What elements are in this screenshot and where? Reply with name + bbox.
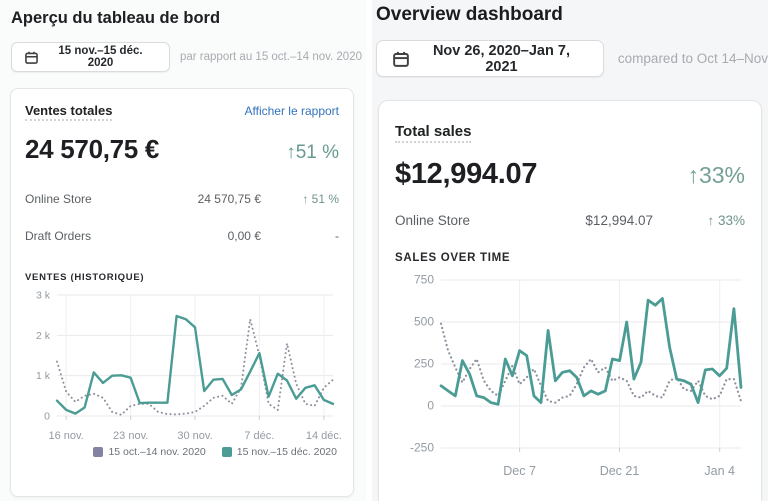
svg-text:-250: -250 (410, 441, 434, 455)
legend-swatch-current (221, 447, 232, 457)
svg-text:3 k: 3 k (36, 290, 51, 302)
svg-text:14 déc.: 14 déc. (306, 430, 341, 442)
date-range-button-en[interactable]: Nov 26, 2020–Jan 7, 2021 (376, 40, 604, 77)
svg-text:250: 250 (414, 357, 434, 371)
channel-row-draft-orders: Draft Orders 0,00 € - (25, 218, 339, 255)
svg-text:1 k: 1 k (36, 370, 51, 382)
date-range-button-fr[interactable]: 15 nov.–15 déc. 2020 (11, 42, 170, 72)
channel-label: Online Store (395, 213, 471, 228)
svg-text:30 nov.: 30 nov. (177, 430, 212, 442)
date-filter-row-en: Nov 26, 2020–Jan 7, 2021 compared to Oct… (376, 40, 768, 77)
page-title-fr: Aperçu du tableau de bord (11, 9, 221, 27)
legend-label-current: 15 nov.–15 déc. 2020 (236, 446, 337, 458)
svg-text:23 nov.: 23 nov. (113, 430, 148, 442)
svg-text:Jan 4: Jan 4 (704, 464, 735, 478)
legend-swatch-previous (93, 447, 104, 457)
legend-label-previous: 15 oct.–14 nov. 2020 (108, 446, 206, 458)
svg-text:500: 500 (414, 315, 434, 329)
total-sales-change-fr: ↑51 % (286, 142, 339, 163)
sales-over-time-chart-en: -250 0 250 500 750 Dec 7 Dec 21 Jan 4 (410, 273, 743, 478)
date-range-label-en: Nov 26, 2020–Jan 7, 2021 (432, 42, 570, 75)
svg-text:Dec 21: Dec 21 (600, 464, 640, 478)
svg-text:2 k: 2 k (36, 330, 51, 342)
channel-value: $12,994.07 (585, 213, 653, 228)
total-sales-change-en: ↑33% (687, 162, 745, 188)
svg-text:16 nov.: 16 nov. (48, 430, 83, 442)
channel-value: 0,00 € (227, 229, 261, 243)
channel-breakdown-fr: Online Store 24 570,75 € ↑ 51 % Draft Or… (25, 181, 339, 255)
channel-row-online-store: Online Store $12,994.07 ↑ 33% (395, 191, 745, 228)
view-report-link[interactable]: Afficher le rapport (244, 104, 340, 118)
channel-change: - (335, 229, 339, 243)
legend-item-current-period: 15 nov.–15 déc. 2020 (221, 446, 337, 458)
date-range-label-fr: 15 nov.–15 déc. 2020 (58, 45, 143, 69)
english-dashboard-panel: Overview dashboard Nov 26, 2020–Jan 7, 2… (372, 0, 768, 501)
sales-history-chart-fr: 0 1 k 2 k 3 k 16 nov. 23 nov. 30 nov. 7 déc. 14 … (36, 290, 341, 443)
channel-row-online-store: Online Store 24 570,75 € ↑ 51 % (25, 181, 339, 218)
svg-text:7 déc.: 7 déc. (244, 430, 274, 442)
chart-section-title-en: SALES OVER TIME (395, 252, 511, 264)
chart-section-title-fr: VENTES (HISTORIQUE) (25, 272, 145, 283)
date-filter-row-fr: 15 nov.–15 déc. 2020 par rapport au 15 o… (11, 42, 362, 72)
metric-label-total-sales-fr[interactable]: Ventes totales (25, 103, 113, 121)
channel-value: 24 570,75 € (197, 192, 261, 206)
svg-text:750: 750 (414, 273, 434, 287)
channel-change: ↑ 51 % (302, 192, 339, 206)
svg-text:0: 0 (44, 411, 50, 423)
total-sales-value-fr: 24 570,75 € (25, 134, 160, 164)
legend-item-previous-period: 15 oct.–14 nov. 2020 (93, 446, 206, 458)
comparison-period-text-fr: par rapport au 15 oct.–14 nov. 2020 (179, 51, 362, 63)
page-title-en: Overview dashboard (376, 4, 563, 25)
channel-label: Draft Orders (25, 229, 92, 243)
metric-label-total-sales-en[interactable]: Total sales (395, 123, 472, 143)
chart-legend-fr: 15 oct.–14 nov. 2020 15 nov.–15 déc. 202… (25, 446, 339, 458)
french-dashboard-panel: Aperçu du tableau de bord 15 nov.–15 déc… (0, 0, 366, 501)
svg-text:Dec 7: Dec 7 (503, 464, 536, 478)
calendar-icon (25, 51, 38, 64)
channel-change: ↑ 33% (707, 213, 745, 228)
channel-label: Online Store (25, 192, 92, 206)
svg-text:0: 0 (427, 399, 434, 413)
total-sales-card-fr: Ventes totales Afficher le rapport 24 57… (10, 88, 354, 497)
total-sales-card-en: Total sales $12,994.07 ↑33% Online Store… (378, 100, 762, 501)
total-sales-value-en: $12,994.07 (395, 158, 538, 190)
comparison-period-text-en: compared to Oct 14–Nov (617, 51, 768, 66)
calendar-icon (393, 51, 409, 67)
